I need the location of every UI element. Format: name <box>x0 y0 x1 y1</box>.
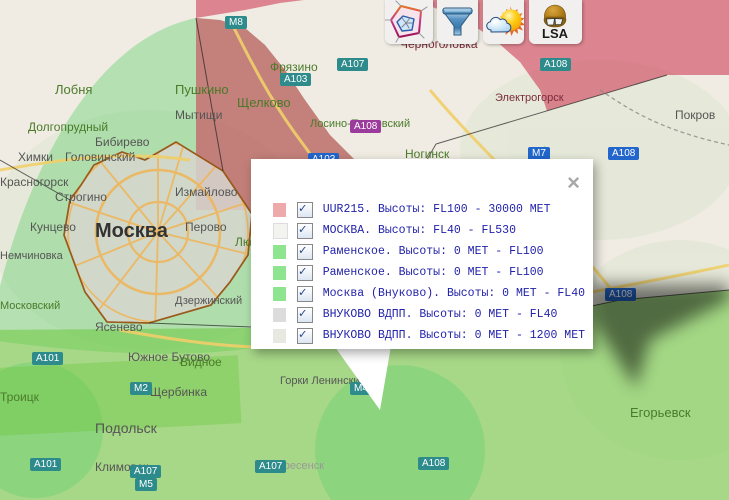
svg-text:LSA: LSA <box>542 26 569 41</box>
